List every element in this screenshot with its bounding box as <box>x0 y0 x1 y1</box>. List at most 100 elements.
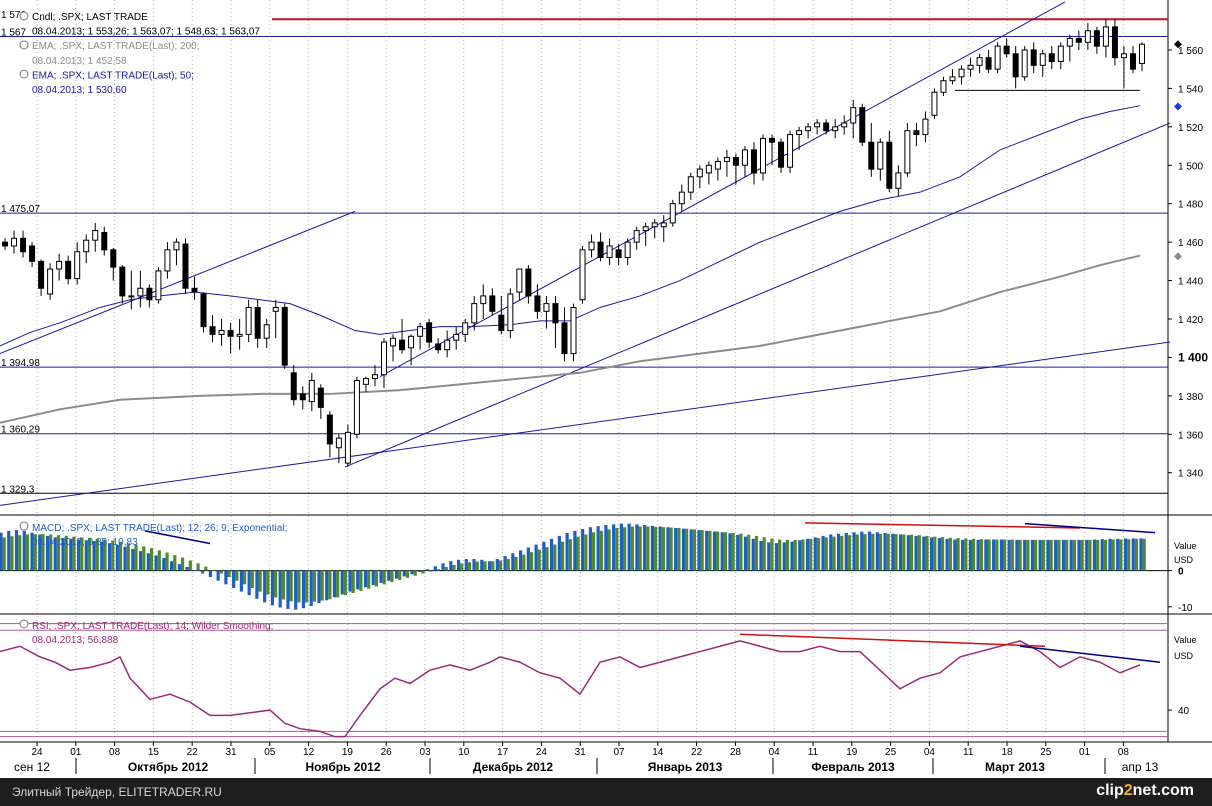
candle-body <box>245 306 252 335</box>
candle-body <box>1139 43 1145 64</box>
macd-bar <box>1139 538 1143 571</box>
x-tick-label: 10 <box>458 747 470 758</box>
x-tick-label: 19 <box>846 747 858 758</box>
macd-bar <box>1116 538 1120 571</box>
signal-bar <box>165 552 169 571</box>
macd-bar <box>1054 539 1058 571</box>
legend-icon <box>19 521 29 531</box>
signal-bar <box>832 536 836 571</box>
candle-body <box>868 141 875 170</box>
macd-bar <box>1038 539 1042 571</box>
candle-body <box>335 437 342 449</box>
macd-bar <box>487 561 492 571</box>
macd-bar <box>239 570 244 592</box>
candle-body <box>489 295 496 312</box>
signal-bar <box>630 526 634 571</box>
macd-bar <box>953 539 957 571</box>
signal-bar <box>661 527 665 571</box>
macd-bar <box>69 538 73 571</box>
signal-bar <box>933 536 937 571</box>
signal-bar <box>498 560 503 571</box>
macd-bar <box>798 540 802 571</box>
macd-bar <box>891 533 895 571</box>
candle-body <box>723 157 730 162</box>
macd-bar <box>123 546 127 571</box>
macd-bar <box>829 534 833 571</box>
signal-bar <box>824 537 828 571</box>
macd-bar <box>968 539 972 571</box>
signal-bar <box>382 570 386 585</box>
signal-bar <box>568 539 572 571</box>
candle-body <box>426 322 433 343</box>
signal-bar <box>235 570 239 581</box>
candle-body <box>579 249 586 301</box>
macd-bar <box>1030 539 1035 571</box>
signal-bar <box>1080 539 1084 571</box>
macd-bar <box>325 570 329 601</box>
x-tick-label: 28 <box>730 747 742 758</box>
x-tick-label: 01 <box>70 747 82 758</box>
macd-bar <box>883 533 887 571</box>
signal-bar <box>95 538 99 571</box>
signal-bar <box>1096 539 1100 571</box>
candle-body <box>994 45 1001 70</box>
candle-body <box>832 126 839 132</box>
macd-bar <box>565 533 569 571</box>
candle-body <box>471 303 478 324</box>
macd-bar <box>464 559 468 571</box>
chart-background <box>0 0 1212 778</box>
y-tick-label: 1 380 <box>1178 392 1203 403</box>
signal-bar <box>886 533 890 571</box>
signal-bar <box>219 570 223 574</box>
macd-bar <box>84 540 88 571</box>
macd-bar <box>1108 538 1112 571</box>
candle-body <box>1021 49 1028 78</box>
signal-bar <box>638 526 642 571</box>
candle-body <box>308 379 315 403</box>
footer-bar: Элитный Трейдер, ELITETRADER.RU clip2net… <box>0 778 1212 806</box>
signal-bar <box>995 539 999 571</box>
candle-body <box>570 306 577 355</box>
x-tick-label: 25 <box>1040 747 1052 758</box>
x-tick-label: 24 <box>31 747 43 758</box>
signal-bar <box>778 539 782 571</box>
signal-bar <box>979 539 983 571</box>
signal-bar <box>708 530 712 571</box>
price-legend-text: EMA; .SPX; LAST TRADE(Last); 50; <box>32 70 194 81</box>
candle-body <box>615 249 622 258</box>
candle-body <box>47 268 54 295</box>
level-label: 1 394,98 <box>1 358 40 369</box>
signal-bar <box>421 570 425 574</box>
signal-bar <box>211 569 216 571</box>
signal-bar <box>599 530 603 571</box>
logo-main: clip <box>1096 782 1124 799</box>
price-panel: 1 576 1 567 1 475,07 1 394,98 1 360,29 1 329,… <box>0 0 1212 742</box>
candle-body <box>29 245 36 262</box>
macd-bar <box>914 535 918 571</box>
signal-bar <box>529 552 534 571</box>
signal-bar <box>940 536 945 571</box>
candle-body <box>182 243 189 289</box>
signal-bar <box>762 537 766 571</box>
signal-bar <box>390 570 394 583</box>
macd-bar <box>1100 539 1104 571</box>
candle-body <box>498 314 505 332</box>
candle-body <box>633 230 640 243</box>
signal-bar <box>1088 539 1092 571</box>
macd-bar <box>518 550 523 571</box>
y-tick-label: 1 460 <box>1178 238 1203 249</box>
candle-body <box>371 374 378 380</box>
candle-body <box>552 303 559 324</box>
y-tick-label: 1 480 <box>1178 200 1203 211</box>
signal-bar <box>1134 538 1139 571</box>
candle-body <box>958 68 965 78</box>
candle-body <box>83 239 90 253</box>
signal-bar <box>793 539 797 571</box>
macd-bar <box>635 524 639 571</box>
candle-body <box>110 249 117 268</box>
signal-bar <box>126 543 130 571</box>
candle-body <box>417 326 424 337</box>
signal-bar <box>452 564 456 571</box>
candle-body <box>1093 30 1100 47</box>
candle-body <box>823 122 830 132</box>
